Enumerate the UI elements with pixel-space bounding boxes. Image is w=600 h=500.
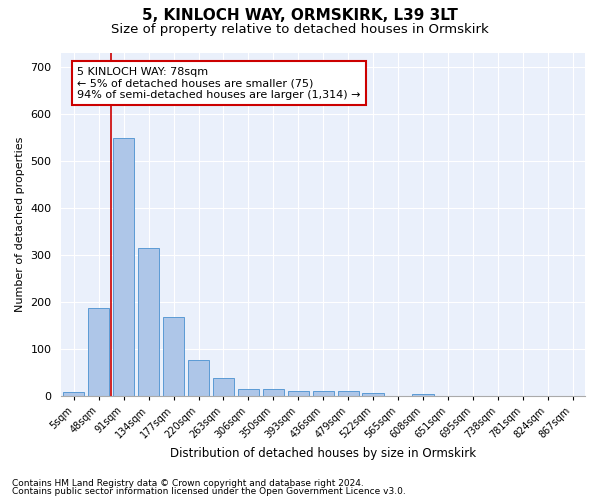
Text: Contains public sector information licensed under the Open Government Licence v3: Contains public sector information licen… [12,487,406,496]
Bar [238,389,259,396]
Text: Size of property relative to detached houses in Ormskirk: Size of property relative to detached ho… [111,22,489,36]
Bar [338,392,359,396]
Bar [213,378,234,396]
Text: 5 KINLOCH WAY: 78sqm
← 5% of detached houses are smaller (75)
94% of semi-detach: 5 KINLOCH WAY: 78sqm ← 5% of detached ho… [77,66,361,100]
X-axis label: Distribution of detached houses by size in Ormskirk: Distribution of detached houses by size … [170,447,476,460]
Bar [313,392,334,396]
Y-axis label: Number of detached properties: Number of detached properties [15,136,25,312]
Bar [113,138,134,396]
Bar [88,308,109,396]
Bar [362,392,383,396]
Bar [163,317,184,396]
Bar [63,392,85,396]
Bar [412,394,434,396]
Bar [263,390,284,396]
Bar [287,392,309,396]
Bar [188,360,209,396]
Text: 5, KINLOCH WAY, ORMSKIRK, L39 3LT: 5, KINLOCH WAY, ORMSKIRK, L39 3LT [142,8,458,22]
Bar [138,248,159,396]
Text: Contains HM Land Registry data © Crown copyright and database right 2024.: Contains HM Land Registry data © Crown c… [12,478,364,488]
